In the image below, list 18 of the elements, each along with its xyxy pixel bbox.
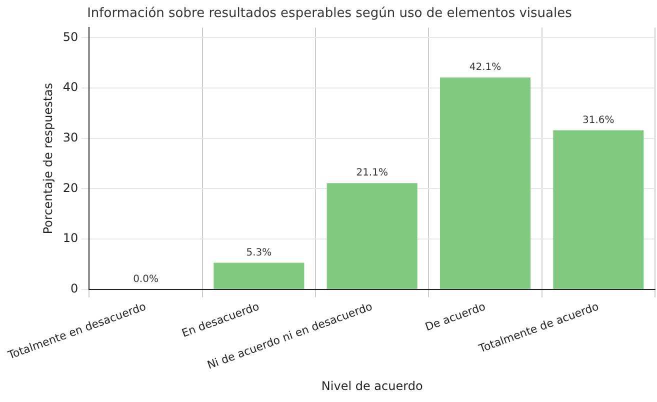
y-tick-label: 20 <box>62 180 78 195</box>
chart-title: Información sobre resultados esperables según uso de elementos visuales <box>87 6 572 22</box>
y-axis-title: Porcentaje de respuestas <box>40 82 55 234</box>
bar <box>440 77 531 289</box>
data-label: 31.6% <box>582 114 614 126</box>
x-axis-title: Nivel de acuerdo <box>321 378 423 393</box>
data-label: 21.1% <box>356 168 388 179</box>
y-tick-label: 50 <box>62 30 78 44</box>
y-tick-label: 40 <box>62 80 78 94</box>
bar <box>553 130 644 289</box>
data-label: 0.0% <box>133 274 158 285</box>
y-tick-label: 10 <box>62 231 78 246</box>
bar <box>326 183 418 289</box>
y-tick-label: 30 <box>62 130 78 144</box>
y-tick-label: 0 <box>70 282 78 296</box>
data-label: 42.1% <box>469 62 502 74</box>
data-label: 5.3% <box>246 247 272 258</box>
bar <box>214 262 304 289</box>
